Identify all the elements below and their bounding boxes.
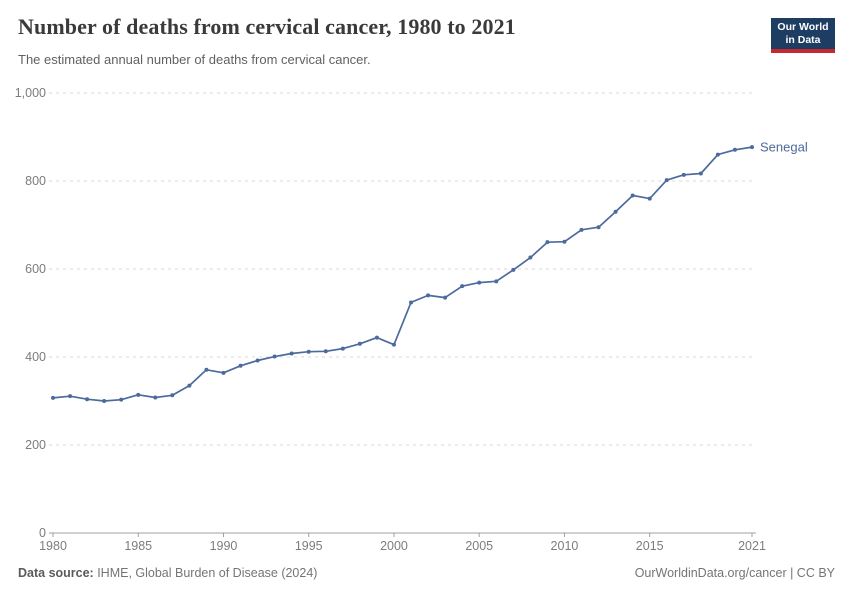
data-point-2010: [562, 239, 567, 244]
data-point-2021: [750, 145, 754, 150]
data-point-1985: [136, 392, 141, 397]
data-point-1982: [85, 397, 90, 402]
owid-logo[interactable]: Our World in Data: [771, 18, 835, 53]
data-point-2012: [596, 225, 601, 230]
y-tick-label-0: 0: [39, 526, 46, 540]
data-point-2020: [732, 147, 737, 152]
data-point-2001: [409, 300, 414, 305]
data-point-2015: [647, 196, 652, 201]
data-point-2017: [681, 172, 686, 177]
x-tick-label-1985: 1985: [124, 539, 152, 553]
data-source-label: Data source:: [18, 566, 94, 580]
x-tick-label-2015: 2015: [636, 539, 664, 553]
data-point-2002: [426, 293, 431, 298]
data-point-2005: [477, 280, 482, 285]
data-point-1981: [68, 394, 73, 399]
x-tick-label-1980: 1980: [39, 539, 67, 553]
y-tick-label-400: 400: [25, 350, 46, 364]
data-point-1995: [306, 349, 311, 354]
data-point-2011: [579, 227, 584, 232]
line-chart-canvas: 0 200 400 600 800 1,000 1980 1985 1990 1995 2000 20…: [15, 86, 808, 553]
data-point-1991: [238, 363, 243, 368]
y-tick-label-200: 200: [25, 438, 46, 452]
owid-credit-link[interactable]: OurWorldinData.org/cancer | CC BY: [634, 566, 835, 580]
chart-footer: Data source: IHME, Global Burden of Dise…: [18, 566, 835, 580]
chart-title: Number of deaths from cervical cancer, 1…: [18, 14, 516, 39]
data-point-2004: [460, 284, 465, 289]
data-point-1988: [187, 383, 192, 388]
data-point-1980: [51, 395, 55, 400]
data-point-1986: [153, 395, 158, 400]
data-point-1983: [102, 399, 107, 403]
data-point-1997: [340, 346, 345, 351]
x-tick-label-2000: 2000: [380, 539, 408, 553]
data-point-1990: [221, 370, 226, 375]
owid-logo-red-bar: [771, 49, 835, 53]
data-point-1987: [170, 393, 175, 398]
data-point-1998: [357, 341, 362, 346]
data-point-2018: [698, 171, 703, 176]
data-point-2014: [630, 193, 635, 198]
data-point-1992: [255, 358, 260, 363]
data-point-2007: [511, 267, 516, 272]
data-point-2008: [528, 255, 533, 260]
owid-logo-text: Our World in Data: [771, 18, 835, 49]
series-label-senegal: Senegal: [760, 140, 808, 155]
data-point-1999: [374, 335, 379, 340]
data-point-2013: [613, 209, 618, 214]
x-tick-label-1995: 1995: [295, 539, 323, 553]
x-tick-label-1990: 1990: [210, 539, 238, 553]
x-tick-label-2010: 2010: [551, 539, 579, 553]
data-point-1993: [272, 354, 277, 359]
y-tick-label-1000: 1,000: [15, 86, 46, 100]
series-line-senegal: [52, 146, 753, 402]
data-point-2019: [715, 152, 720, 157]
data-point-2006: [494, 279, 499, 284]
x-tick-label-2005: 2005: [465, 539, 493, 553]
data-point-2016: [664, 178, 669, 183]
chart-subtitle: The estimated annual number of deaths fr…: [18, 52, 371, 67]
data-point-2000: [391, 342, 396, 347]
data-point-1994: [289, 351, 294, 356]
data-point-2003: [443, 295, 448, 300]
x-tick-label-2021: 2021: [738, 539, 766, 553]
y-tick-label-800: 800: [25, 174, 46, 188]
y-tick-label-600: 600: [25, 262, 46, 276]
data-point-2009: [545, 240, 550, 245]
data-point-1996: [323, 349, 328, 354]
data-point-1984: [119, 397, 124, 402]
data-source-text: IHME, Global Burden of Disease (2024): [93, 566, 318, 580]
data-point-1989: [204, 367, 209, 372]
data-source: Data source: IHME, Global Burden of Dise…: [18, 566, 317, 580]
